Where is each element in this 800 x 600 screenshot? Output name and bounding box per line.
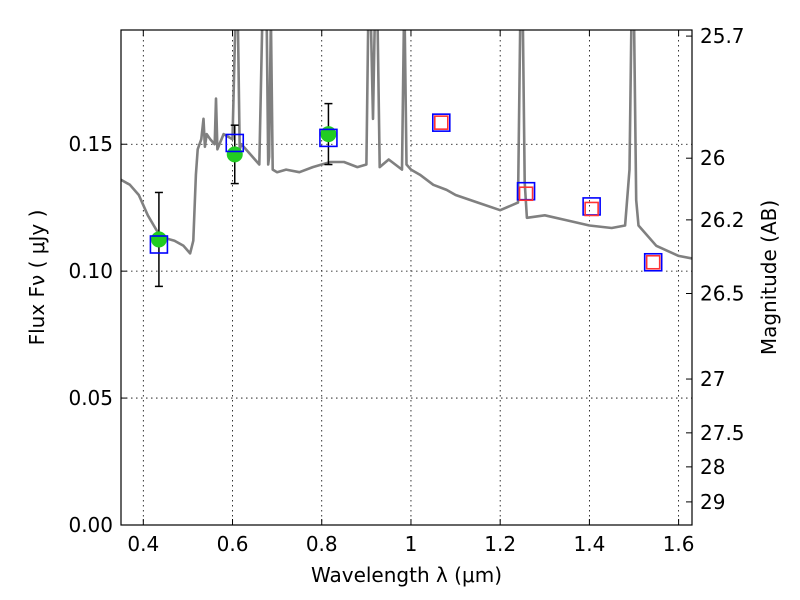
x-tick-label: 1.6 [663,532,695,556]
y2-tick-label: 25.7 [700,24,745,48]
model-flux-square [431,113,451,132]
y2-tick-label: 28 [700,455,725,479]
predicted-flux-square [645,254,661,270]
y-tick-label: 0.10 [68,259,113,283]
observed-flux-point [150,231,167,248]
x-tick-label: 0.4 [127,532,159,556]
model-flux-square [319,128,338,148]
spectrum-line [121,30,692,260]
observed-flux-point [320,126,337,143]
y2-tick-label: 26.5 [700,281,745,305]
x-axis-title: Wavelength λ (μm) [311,563,502,587]
plot-frame [120,29,693,526]
marker-layer [149,102,663,288]
y-axis-title: Flux Fν ( μJy ) [25,210,49,346]
y2-tick-label: 29 [700,490,725,514]
x-tick-label: 1.2 [484,532,516,556]
y2-tick-label: 26 [700,146,725,170]
series-layer [121,30,692,260]
y2-tick-label: 26.2 [700,208,745,232]
predicted-flux-square [433,115,449,130]
model-flux-square [225,133,245,153]
tick-layer: 0.4 0.6 0.8 1 1.2 1.4 1.6 0.00 0.05 0.10 0.15 25.7 2… [68,24,744,556]
x-tick-label: 0.6 [217,532,249,556]
x-tick-label: 1.4 [573,532,605,556]
predicted-flux-square [584,201,599,217]
y2-tick-label: 27 [700,367,725,391]
y2-tick-label: 27.5 [700,421,745,445]
model-flux-square [149,235,169,254]
observed-flux-point [226,146,243,163]
x-tick-label: 0.8 [306,532,338,556]
y-tick-label: 0.05 [68,386,113,410]
x-tick-label: 1 [405,532,418,556]
y-tick-label: 0.15 [68,132,113,156]
model-flux-square [643,252,663,272]
y2-axis-title: Magnitude (AB) [757,200,781,355]
predicted-flux-square [518,186,534,202]
y-tick-label: 0.00 [68,513,113,537]
